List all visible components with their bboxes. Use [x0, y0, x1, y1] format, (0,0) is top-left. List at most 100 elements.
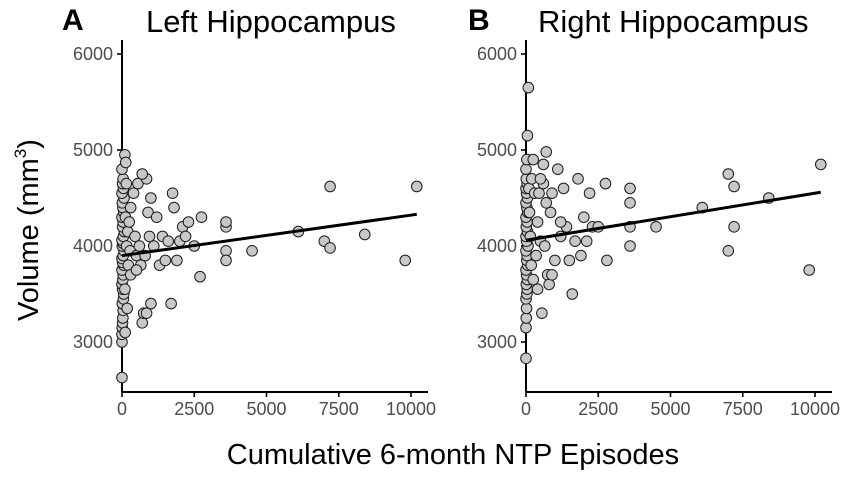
x-tick-label: 2500: [174, 399, 214, 419]
scatter-point: [537, 158, 550, 171]
scatter-point: [520, 352, 532, 365]
scatter-point: [803, 264, 816, 276]
scatter-point: [171, 254, 183, 267]
scatter-point: [142, 206, 154, 219]
scatter-point: [599, 177, 612, 190]
scatter-point: [525, 259, 538, 272]
scatter-point: [728, 221, 740, 233]
scatter-point: [572, 173, 584, 185]
scatter-point: [358, 228, 371, 241]
scatter-point: [133, 240, 146, 252]
scatter-point: [399, 254, 412, 267]
scatter-point: [722, 168, 735, 180]
x-tick-label: 7500: [319, 399, 359, 419]
y-axis-title: Volume (mm3): [11, 139, 45, 321]
scatter-point: [521, 129, 534, 142]
x-tick-label: 5000: [650, 399, 690, 419]
scatter-point: [129, 230, 141, 243]
y-tick-label: 5000: [477, 140, 517, 160]
scatter-point: [563, 254, 576, 267]
scatter-point: [165, 297, 177, 310]
scatter-point: [624, 240, 636, 252]
scatter-point: [624, 197, 636, 209]
scatter-point: [127, 187, 140, 199]
scatter-point: [140, 307, 153, 320]
x-tick-label: 5000: [246, 399, 286, 419]
scatter-point: [220, 245, 232, 257]
scatter-point: [575, 249, 587, 262]
scatter-point: [159, 254, 172, 267]
x-tick-label: 10000: [790, 399, 840, 419]
x-tick-label: 0: [521, 399, 531, 419]
scatter-point: [132, 177, 144, 190]
scatter-point: [540, 197, 553, 209]
y-tick-label: 6000: [477, 44, 517, 64]
y-tick-label: 3000: [477, 332, 517, 352]
scatter-point: [124, 201, 137, 214]
scatter-point: [194, 270, 206, 283]
x-tick-label: 10000: [386, 399, 436, 419]
scatter-point: [546, 187, 558, 199]
scatter-point: [179, 230, 192, 243]
panel-left-hippocampus: 3000 4000 5000 6000 0 2500 5000 7500 10000: [73, 40, 436, 419]
y-tick-label: 5000: [73, 140, 113, 160]
scatter-point: [722, 245, 735, 257]
scatter-point: [578, 211, 590, 223]
scatter-point: [549, 254, 561, 267]
scatter-point: [540, 146, 553, 158]
scatter-point: [534, 173, 547, 185]
scatter-point: [168, 201, 180, 214]
panel-b-title: Right Hippocampus: [538, 4, 809, 39]
scatter-point: [544, 206, 557, 219]
scatter-point: [520, 312, 533, 324]
scatter-point: [531, 216, 544, 228]
scatter-point: [728, 180, 740, 193]
regression-line: [121, 212, 417, 258]
y-axis-title-main: Volume (mm: [13, 158, 45, 321]
scatter-point: [119, 156, 132, 169]
scatter-point: [554, 216, 567, 228]
scatter-point: [520, 321, 532, 334]
scatter-point: [527, 273, 540, 286]
x-tick-label: 2500: [578, 399, 618, 419]
scatter-point: [119, 283, 131, 296]
y-axis-title-close: ): [13, 139, 45, 149]
y-tick-label: 3000: [73, 332, 113, 352]
scatter-point: [116, 371, 128, 384]
scatter-point: [166, 187, 179, 199]
scatter-point: [569, 235, 581, 247]
scatter-point: [220, 254, 232, 267]
scatter-point: [520, 302, 533, 315]
scatter-point: [120, 177, 133, 190]
scatter-point: [523, 206, 536, 219]
scatter-point: [119, 326, 131, 339]
scatter-point: [531, 283, 544, 296]
scatter-point: [538, 240, 551, 252]
panel-right-hippocampus: 3000 4000 5000 6000 0 2500 5000 7500 10000: [477, 40, 840, 419]
panel-a-letter: A: [62, 4, 84, 37]
x-tick-label: 7500: [723, 399, 763, 419]
scatter-point: [324, 242, 336, 254]
panel-a-title: Left Hippocampus: [146, 4, 396, 39]
scatter-point: [150, 211, 163, 223]
scatter-point: [533, 187, 545, 199]
y-axis-title-superscript: 3: [11, 149, 30, 158]
scatter-point: [182, 216, 195, 228]
scatter-point: [650, 221, 662, 233]
x-tick-label: 0: [117, 399, 127, 419]
scatter-point: [145, 297, 157, 310]
scatter-point: [527, 153, 540, 166]
scatter-point: [583, 187, 596, 199]
scatter-point: [145, 192, 157, 204]
scatter-point: [136, 317, 149, 329]
scatter-point: [162, 235, 175, 247]
scatter-point: [121, 302, 134, 315]
y-tick-label: 6000: [73, 44, 113, 64]
scatter-point: [543, 278, 555, 291]
scatter-point: [530, 249, 542, 262]
x-axis-title: Cumulative 6-month NTP Episodes: [227, 439, 679, 471]
scatter-point: [410, 180, 423, 193]
scatter-point: [624, 182, 636, 195]
scatter-point: [566, 288, 579, 300]
